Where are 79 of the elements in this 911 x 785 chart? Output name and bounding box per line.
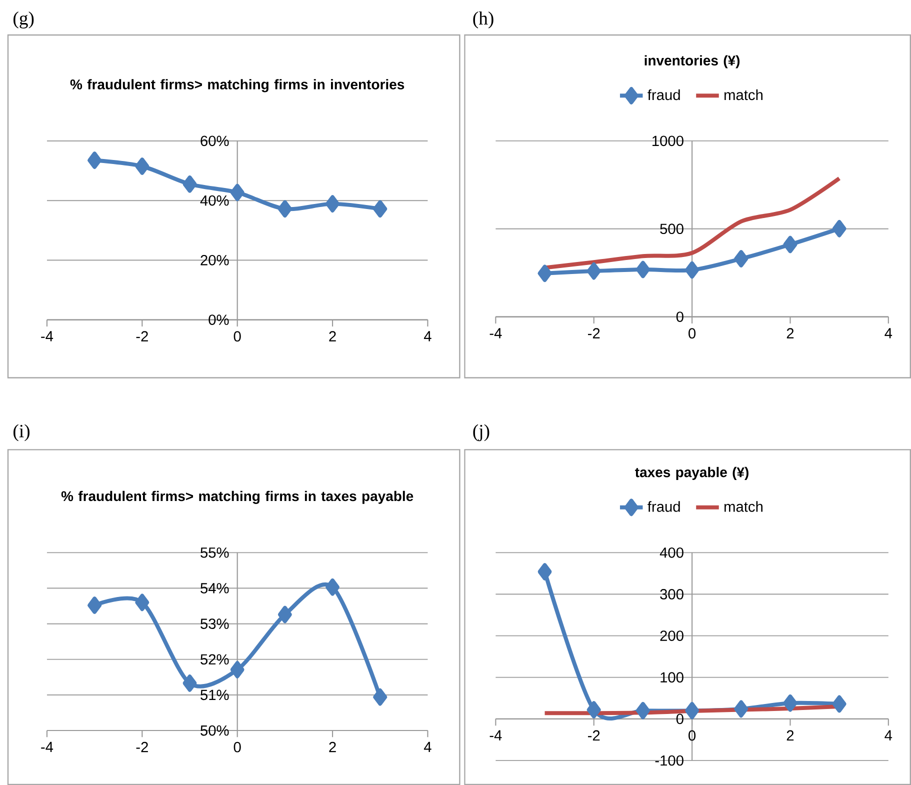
legend-label: match <box>724 89 762 100</box>
x-tick-label: 2 <box>786 328 794 338</box>
legend-label: fraud <box>648 89 680 100</box>
text: (j) <box>473 424 490 442</box>
point <box>538 563 552 580</box>
y-tick-label: 500 <box>660 224 684 234</box>
y-tick-label: 50% <box>200 725 229 736</box>
point <box>88 596 102 614</box>
y-tick-label: 100 <box>660 672 684 683</box>
point <box>135 158 150 175</box>
x-tick-label: 2 <box>329 331 336 342</box>
text: (i) <box>14 424 30 442</box>
y-tick-label: 20% <box>200 254 229 266</box>
point <box>734 250 748 268</box>
point <box>373 200 388 218</box>
point <box>135 594 150 612</box>
point <box>685 261 700 279</box>
chart-title: % fraudulent firms> matching firms in taxes payable <box>61 490 414 504</box>
point <box>832 695 846 713</box>
x-tick-label: 0 <box>688 328 696 339</box>
y-tick-label: 53% <box>200 618 229 629</box>
point <box>278 200 292 218</box>
point <box>734 700 748 718</box>
legend-label: fraud <box>648 501 680 512</box>
x-tick-label: 0 <box>234 742 241 752</box>
point <box>326 195 340 212</box>
text: (g) <box>14 11 34 28</box>
y-tick-label: 51% <box>200 690 229 700</box>
point <box>230 660 244 678</box>
point <box>636 702 650 720</box>
x-tick-label: -2 <box>136 331 148 342</box>
x-tick-label: -2 <box>136 742 148 752</box>
legend-label: match <box>724 501 762 512</box>
x-tick-label: 4 <box>424 742 432 752</box>
y-tick-label: 55% <box>200 547 229 558</box>
point <box>685 702 700 720</box>
x-tick-label: -4 <box>490 328 502 338</box>
chart-title: inventories (¥) <box>644 55 740 68</box>
point <box>278 606 292 624</box>
x-tick-label: 4 <box>884 730 892 740</box>
chart-title: taxes payable (¥) <box>635 466 748 480</box>
y-tick-label: 40% <box>200 195 229 206</box>
point <box>832 220 846 238</box>
point <box>636 260 650 278</box>
x-tick-label: -2 <box>588 328 600 338</box>
y-tick-label: 60% <box>200 136 229 146</box>
point <box>326 578 340 596</box>
y-tick-label: 1000 <box>652 136 684 146</box>
point <box>182 175 197 193</box>
point <box>586 262 601 280</box>
x-tick-label: 0 <box>688 730 696 741</box>
x-tick-label: -4 <box>41 742 54 752</box>
y-tick-label: 300 <box>660 589 684 600</box>
y-tick-label: 200 <box>660 630 684 641</box>
text: (h) <box>473 11 494 28</box>
y-tick-label: 52% <box>200 654 229 665</box>
y-tick-label: 0% <box>208 314 229 325</box>
chart-title: % fraudulent firms> matching firms in inventories <box>70 79 404 92</box>
y-tick-label: 54% <box>200 583 229 594</box>
x-tick-label: -2 <box>588 730 600 740</box>
point <box>373 688 388 706</box>
point <box>783 236 798 254</box>
x-tick-label: 4 <box>884 328 892 338</box>
point <box>783 694 798 712</box>
y-tick-label: -100 <box>655 755 684 766</box>
y-tick-label: 0 <box>676 714 684 724</box>
point <box>538 264 552 282</box>
point <box>88 152 102 169</box>
point <box>586 701 601 718</box>
y-tick-label: 400 <box>660 547 684 558</box>
x-tick-label: -4 <box>41 331 54 342</box>
x-tick-label: -4 <box>490 730 502 740</box>
x-tick-label: 2 <box>786 730 794 740</box>
x-tick-label: 2 <box>329 742 336 752</box>
x-tick-label: 4 <box>424 331 432 342</box>
x-tick-label: 0 <box>234 331 241 342</box>
point <box>230 184 244 202</box>
point <box>182 674 197 692</box>
y-tick-label: 0 <box>676 312 684 322</box>
